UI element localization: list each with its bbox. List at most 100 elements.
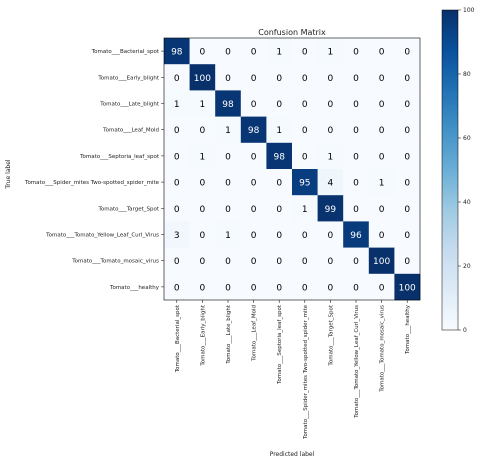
heatmap-cell <box>164 142 190 170</box>
cell-value-label: 3 <box>174 231 180 241</box>
heatmap-cell <box>317 273 344 301</box>
cell-value-label: 0 <box>353 100 359 110</box>
heatmap-cell <box>215 169 242 196</box>
heatmap-cell <box>240 116 267 144</box>
cell-value-label: 0 <box>251 100 257 110</box>
cell-value-label: 0 <box>379 74 385 84</box>
heatmap-cell <box>266 195 293 222</box>
cell-value-label: 0 <box>200 231 206 241</box>
chart-title: Confusion Matrix <box>258 28 326 37</box>
cell-value-label: 1 <box>379 179 385 189</box>
heatmap-cell <box>215 64 242 91</box>
cell-value-label: 0 <box>174 126 180 136</box>
heatmap-cell <box>215 273 242 301</box>
cell-value-label: 0 <box>276 205 282 215</box>
heatmap-cell <box>266 221 293 248</box>
heatmap-cell <box>215 221 242 248</box>
cell-value-label: 0 <box>379 231 385 241</box>
x-tick-label: Tomato___Late_blight <box>226 304 232 365</box>
cell-value-label: 1 <box>200 100 206 110</box>
plot-frame <box>163 37 421 301</box>
cell-value-label: 0 <box>302 152 308 162</box>
heatmap-cell <box>317 90 344 117</box>
y-tick-label: Tomato___Bacterial_spot <box>91 49 160 55</box>
cell-value-label: 0 <box>251 283 257 293</box>
cell-value-label: 0 <box>328 231 334 241</box>
cell-value-label: 0 <box>379 283 385 293</box>
heatmap-cell <box>368 142 395 170</box>
cell-value-label: 0 <box>379 205 385 215</box>
cell-value-label: 95 <box>299 179 310 189</box>
cell-value-label: 0 <box>200 179 206 189</box>
cell-value-label: 0 <box>225 74 231 84</box>
cell-value-label: 0 <box>302 126 308 136</box>
cell-value-label: 0 <box>379 126 385 136</box>
heatmap-cell <box>189 273 216 301</box>
heatmap-cell <box>266 64 293 91</box>
heatmap-cell <box>343 38 370 65</box>
heatmap-cell <box>394 221 421 248</box>
cell-value-label: 98 <box>171 48 183 58</box>
heatmap-cell <box>240 221 267 248</box>
heatmap-cell <box>189 195 216 222</box>
heatmap-cell <box>368 273 395 301</box>
x-tick-label: Tomato___Spider_mites Two-spotted_spider… <box>303 304 309 440</box>
heatmap-cell <box>164 247 190 275</box>
cell-value-label: 0 <box>302 74 308 84</box>
cell-value-label: 1 <box>328 48 334 58</box>
heatmap-cell <box>343 195 370 222</box>
heatmap-cell-labels: 98 0 0 0 1 0 1 0 0 00 100 0 0 0 0 0 0 0 01 1 98 0 0 0 0 0 0 00 0 1 98 1… <box>171 48 416 294</box>
heatmap-cell <box>292 169 318 196</box>
heatmap-cell <box>189 64 216 91</box>
heatmap-cell <box>240 38 267 65</box>
cell-value-label: 0 <box>174 283 180 293</box>
colorbar-tick-label: 0 <box>463 327 467 334</box>
cell-value-label: 0 <box>174 257 180 267</box>
cell-value-label: 0 <box>251 152 257 162</box>
heatmap-cell <box>292 116 318 144</box>
cell-value-label: 0 <box>225 283 231 293</box>
cell-value-label: 0 <box>353 48 359 58</box>
colorbar <box>441 9 459 331</box>
heatmap-cell <box>266 38 293 65</box>
heatmap-cell <box>240 90 267 117</box>
cell-value-label: 0 <box>353 257 359 267</box>
cell-value-label: 1 <box>302 205 308 215</box>
heatmap-cell <box>317 247 344 275</box>
heatmap-cell <box>368 38 395 65</box>
cell-value-label: 98 <box>273 152 285 162</box>
heatmap-cell <box>343 273 370 301</box>
heatmap-cell <box>368 247 395 275</box>
heatmap-cell <box>394 247 421 275</box>
heatmap-cell <box>215 247 242 275</box>
heatmap-cell <box>266 169 293 196</box>
cell-value-label: 0 <box>353 283 359 293</box>
cell-value-label: 0 <box>276 100 282 110</box>
heatmap-cell <box>164 90 190 117</box>
cell-value-label: 100 <box>373 257 390 267</box>
cell-value-label: 1 <box>225 231 231 241</box>
cell-value-label: 100 <box>194 74 211 84</box>
cell-value-label: 98 <box>222 100 234 110</box>
cell-value-label: 0 <box>174 205 180 215</box>
heatmap-cell <box>266 116 293 144</box>
cell-value-label: 0 <box>200 205 206 215</box>
heatmap-cell <box>343 169 370 196</box>
cell-value-label: 0 <box>251 205 257 215</box>
cell-value-label: 0 <box>174 74 180 84</box>
heatmap-cell <box>394 273 421 301</box>
cell-value-label: 0 <box>200 283 206 293</box>
colorbar-ticks: 0 20 40 60 80 100 <box>458 7 475 334</box>
y-tick-label: Tomato___Late_blight <box>99 102 160 108</box>
cell-value-label: 0 <box>379 48 385 58</box>
x-axis-label: Predicted label <box>270 451 315 458</box>
heatmap-cell <box>368 221 395 248</box>
cell-value-label: 4 <box>328 179 334 189</box>
heatmap-cell <box>292 64 318 91</box>
heatmap-cell <box>215 90 242 117</box>
cell-value-label: 0 <box>353 152 359 162</box>
heatmap-cell <box>240 273 267 301</box>
heatmap-cell <box>266 90 293 117</box>
cell-value-label: 0 <box>276 74 282 84</box>
